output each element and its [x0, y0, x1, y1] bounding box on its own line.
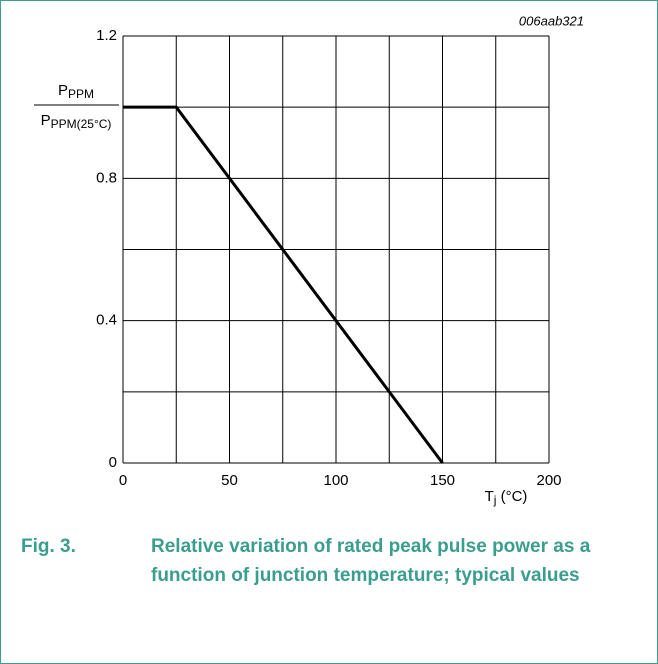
chart: 006aab321 PPPM PPPM(25°C) Tj (°C) 0 50 100… [34, 13, 584, 507]
x-label: Tj (°C) [485, 488, 528, 507]
y-label-sub: PPM [68, 87, 94, 101]
y-label-main: P [41, 112, 51, 129]
y-tick-label: 0.8 [96, 169, 117, 186]
annotation: 006aab321 [519, 13, 584, 28]
y-tick-label: 1.2 [96, 27, 117, 44]
y-tick-label: 0.4 [96, 312, 117, 329]
y-label-sub: PPM(25°C) [51, 117, 112, 131]
y-label-num: PPPM [58, 82, 94, 101]
caption-text: Relative variation of rated peak pulse p… [151, 536, 591, 586]
x-tick-label: 100 [323, 472, 348, 489]
caption-number: Fig. 3. [21, 536, 76, 557]
data-line [123, 105, 444, 464]
x-tick-label: 150 [430, 472, 455, 489]
x-tick-label: 0 [119, 472, 127, 489]
y-label-den: PPPM(25°C) [41, 112, 112, 131]
x-tick-label: 200 [536, 472, 561, 489]
y-label-main: P [58, 82, 68, 99]
y-tick-label: 0 [109, 454, 117, 471]
x-tick-label: 50 [221, 472, 238, 489]
x-label-sub: j [493, 493, 497, 507]
x-label-main: T [485, 488, 494, 505]
x-label-unit: (°C) [496, 488, 527, 505]
